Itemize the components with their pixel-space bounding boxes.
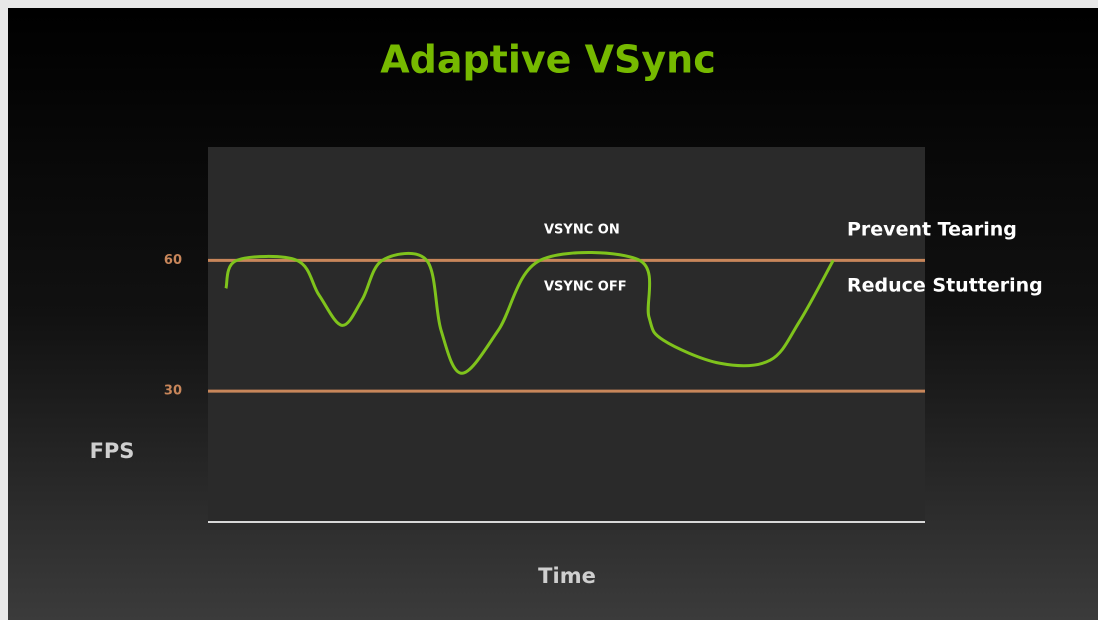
fps-line (224, 250, 835, 375)
annotation: VSYNC OFF (544, 280, 627, 295)
y-tick-label: 60 (164, 253, 182, 268)
annotation: VSYNC ON (544, 223, 620, 238)
annotation: Reduce Stuttering (847, 275, 1043, 297)
y-axis-label: FPS (90, 439, 135, 463)
annotation: Prevent Tearing (847, 219, 1017, 241)
x-axis-label: Time (538, 564, 596, 588)
plot-area (208, 147, 925, 522)
chart-title: Adaptive VSync (380, 38, 716, 82)
y-tick-label: 30 (164, 384, 182, 399)
